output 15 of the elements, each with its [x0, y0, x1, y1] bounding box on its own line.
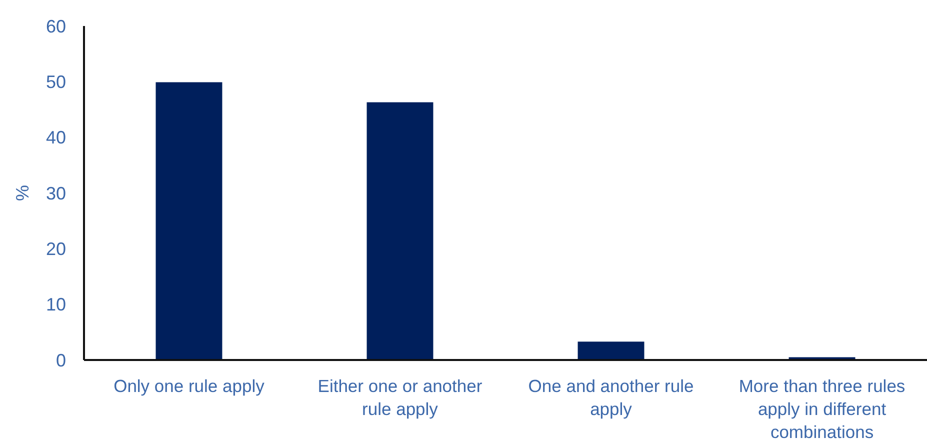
y-tick-label: 60	[46, 16, 66, 36]
bar	[366, 102, 434, 360]
y-axis-title: %	[12, 184, 32, 202]
y-tick-label: 50	[46, 72, 66, 92]
x-tick-label: Only one rule apply	[114, 376, 265, 396]
x-tick-label: Either one or another rule apply	[318, 376, 482, 419]
x-tick-label: More than three rules apply in different combinations	[738, 376, 906, 441]
x-tick-label: One and another rule apply	[528, 376, 694, 419]
y-tick-label: 10	[46, 294, 66, 315]
y-tick-label: 0	[56, 350, 66, 370]
y-tick-label: 40	[46, 128, 66, 148]
y-tick-label: 20	[46, 238, 66, 259]
y-tick-label: 30	[46, 183, 66, 204]
bar	[578, 342, 644, 360]
bar	[156, 82, 222, 360]
